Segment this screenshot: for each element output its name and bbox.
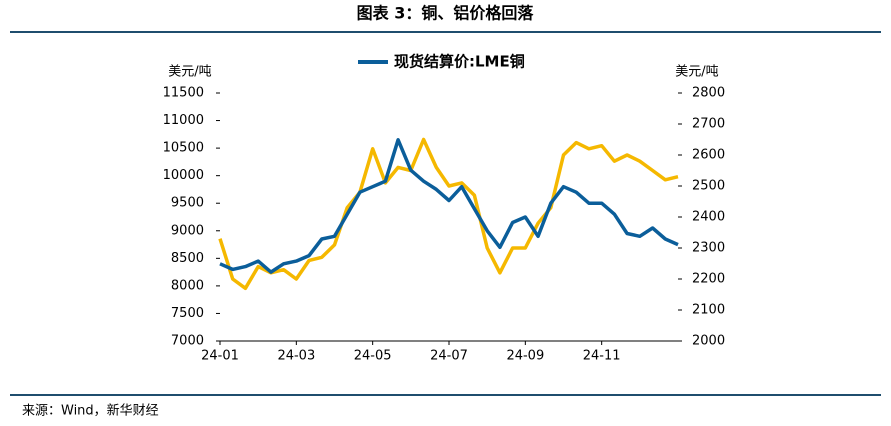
y-tick-label: 10500 [163, 141, 204, 156]
y2-tick-label: 2300 [692, 241, 725, 256]
series-line [218, 137, 679, 291]
y-tick-label: 9500 [171, 196, 204, 211]
x-tick-label: 24-03 [277, 349, 315, 364]
y2-tick-label: 2600 [692, 148, 725, 163]
x-tick-label: 24-07 [430, 349, 468, 364]
source: 来源：Wind，新华财经 [22, 403, 159, 419]
y-tick-label: 8500 [171, 251, 204, 266]
y-tick-label: 7500 [171, 306, 204, 321]
y-tick-label: 11000 [163, 113, 204, 128]
x-tick-label: 24-01 [201, 349, 239, 364]
y2-tick-label: 2400 [692, 210, 725, 225]
y2-tick-label: 2100 [692, 303, 725, 318]
y2-tick-label: 2800 [692, 86, 725, 101]
x-tick-label: 24-05 [354, 349, 392, 364]
y-tick-label: 10000 [163, 168, 204, 183]
y-axis-label: 美元/吨 [168, 65, 211, 80]
y2-tick-label: 2500 [692, 179, 725, 194]
x-tick-label: 24-09 [506, 349, 544, 364]
legend-label: 现货结算价:LME铜 [394, 53, 525, 71]
chart-title: 图表 3：铜、铝价格回落 [357, 4, 535, 23]
y2-tick-label: 2000 [692, 334, 725, 349]
y2-axis-label: 美元/吨 [675, 65, 718, 80]
y2-tick-label: 2200 [692, 272, 725, 287]
y-tick-label: 7000 [171, 334, 204, 349]
y2-tick-label: 2700 [692, 117, 725, 132]
y-tick-label: 8000 [171, 278, 204, 293]
y-tick-label: 11500 [163, 86, 204, 101]
x-tick-label: 24-11 [583, 349, 621, 364]
series-line [219, 138, 679, 274]
y-tick-label: 9000 [171, 223, 204, 238]
